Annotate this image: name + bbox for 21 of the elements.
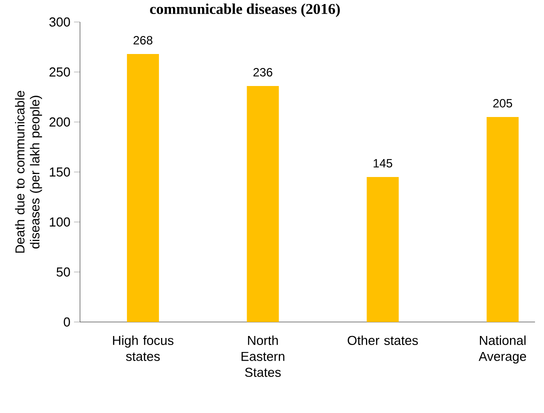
bar (366, 177, 399, 322)
y-tick-label: 0 (64, 317, 70, 327)
x-tick-label: North Eastern States (242, 336, 284, 377)
data-label: 236 (253, 68, 272, 76)
data-label: 145 (374, 159, 392, 168)
bar (486, 117, 519, 322)
data-label: 205 (493, 99, 512, 108)
x-tick-label: High focus states (113, 336, 174, 361)
bar (126, 54, 159, 322)
y-tick-label: 200 (50, 117, 70, 127)
x-tick-label: Other states (348, 336, 418, 346)
y-axis-title: Death due to communicable diseases (per lakh people) (15, 90, 42, 253)
y-tick-label: 250 (50, 67, 70, 77)
y-tick-label: 50 (56, 267, 70, 277)
bar (246, 86, 279, 322)
y-tick-label: 300 (49, 17, 70, 27)
x-tick-label: National Average (478, 336, 526, 364)
data-label: 268 (134, 36, 152, 44)
y-tick-label: 150 (50, 167, 70, 177)
chart-title: communicable diseases (2016) (150, 4, 340, 18)
y-tick-label: 100 (50, 217, 70, 227)
